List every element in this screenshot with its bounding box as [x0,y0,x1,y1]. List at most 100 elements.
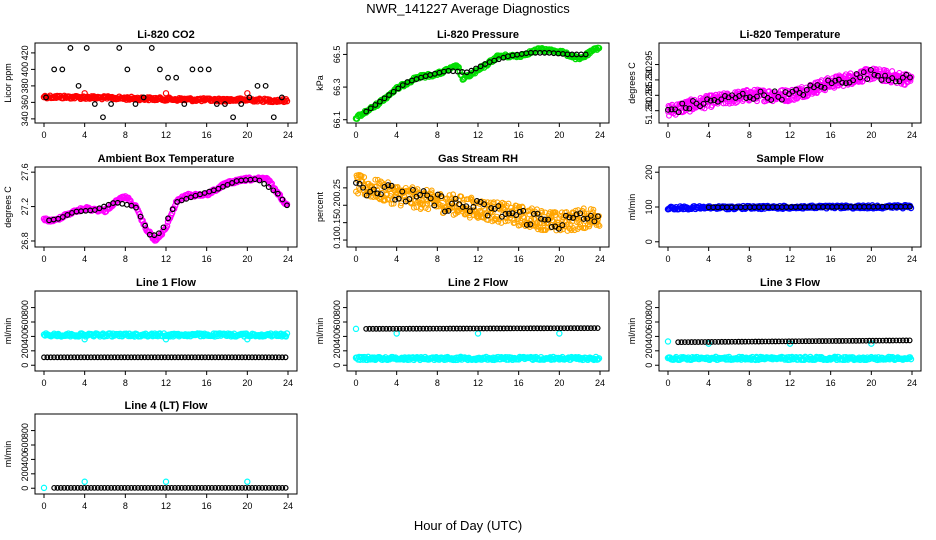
data-point [162,336,170,343]
data-point [809,338,816,345]
data-point [728,338,735,345]
x-tick-label: 0 [353,130,358,140]
data-point [477,325,484,332]
x-tick-label: 24 [907,254,917,264]
data-point [395,85,402,92]
x-tick-label: 0 [353,254,358,264]
data-point [74,354,81,361]
data-point [889,75,896,82]
x-tick-label: 8 [747,378,752,388]
data-point [778,96,785,103]
y-axis-label: percent [315,191,325,222]
data-point [363,108,370,115]
data-point [163,222,171,230]
y-tick-label: 66.3 [332,78,342,96]
data-point [462,211,469,218]
data-point [506,210,512,217]
data-point [54,484,61,491]
data-point [397,202,404,209]
data-point [188,354,195,361]
x-tick-label: 8 [747,254,752,264]
data-point [759,338,765,345]
chart-li820-pressure: Li-820 Pressure kPa 66.1 66.3 66.5 0 4 8 12 16 20 2… [315,29,610,140]
data-point [739,90,746,97]
data-point [259,354,265,361]
data-point [175,484,182,491]
data-point [530,210,537,217]
data-point [428,187,435,194]
data-point [395,195,402,202]
y-tick-label: 51.280 [644,97,654,125]
y-axis-label: ml/min [3,441,13,468]
data-point [900,337,906,344]
x-tick-label: 16 [514,254,524,264]
x-tick-label: 0 [665,378,670,388]
data-point [463,325,470,332]
data-point [528,216,535,222]
data-point [374,187,381,194]
series-cyan [352,353,603,364]
data-point [511,216,518,223]
data-point [377,178,384,185]
data-point [219,484,225,491]
series-cyan [40,478,251,492]
data-point [274,190,281,197]
data-point [879,337,886,344]
data-point [557,325,564,332]
data-point [516,208,523,215]
data-point [71,484,78,491]
x-tick-label: 8 [123,254,128,264]
data-point [235,354,242,361]
data-point [148,484,155,491]
data-point [406,196,413,203]
data-point [104,354,111,361]
data-point [386,325,393,332]
data-point [423,325,430,332]
data-point [361,174,368,181]
x-tick-label: 12 [473,378,483,388]
data-point [51,484,58,491]
data-point [544,325,551,332]
data-point [702,339,708,345]
data-point [182,484,188,491]
data-point [121,354,128,361]
data-point [114,354,121,361]
data-point [81,90,88,97]
data-point [552,209,559,216]
data-point [202,484,209,491]
data-point [165,484,172,491]
data-point [481,201,488,208]
data-point [577,325,584,332]
y-tick-label: 600 [20,314,30,329]
data-point [682,105,689,111]
x-tick-label: 16 [202,501,212,511]
data-point [403,325,410,332]
data-point [40,484,48,492]
data-point [390,88,397,95]
x-tick-label: 20 [242,254,252,264]
data-point [43,94,49,101]
x-tick-label: 12 [785,254,795,264]
data-point [812,338,819,345]
data-point [235,484,242,491]
data-point [567,325,574,332]
x-tick-label: 0 [665,254,670,264]
data-point [118,484,125,491]
y-tick-label: 0.15 [332,214,342,232]
data-point [189,66,196,73]
data-point [843,337,849,344]
data-point [896,337,903,344]
data-point [229,180,235,186]
data-point [893,337,900,344]
data-point [561,325,568,332]
data-point [268,180,275,187]
data-point [580,215,587,222]
data-point [856,337,863,344]
data-point [722,338,729,345]
data-point [859,337,866,344]
data-point [742,338,749,345]
data-point [547,325,554,332]
y-tick-label: 200 [644,343,654,358]
